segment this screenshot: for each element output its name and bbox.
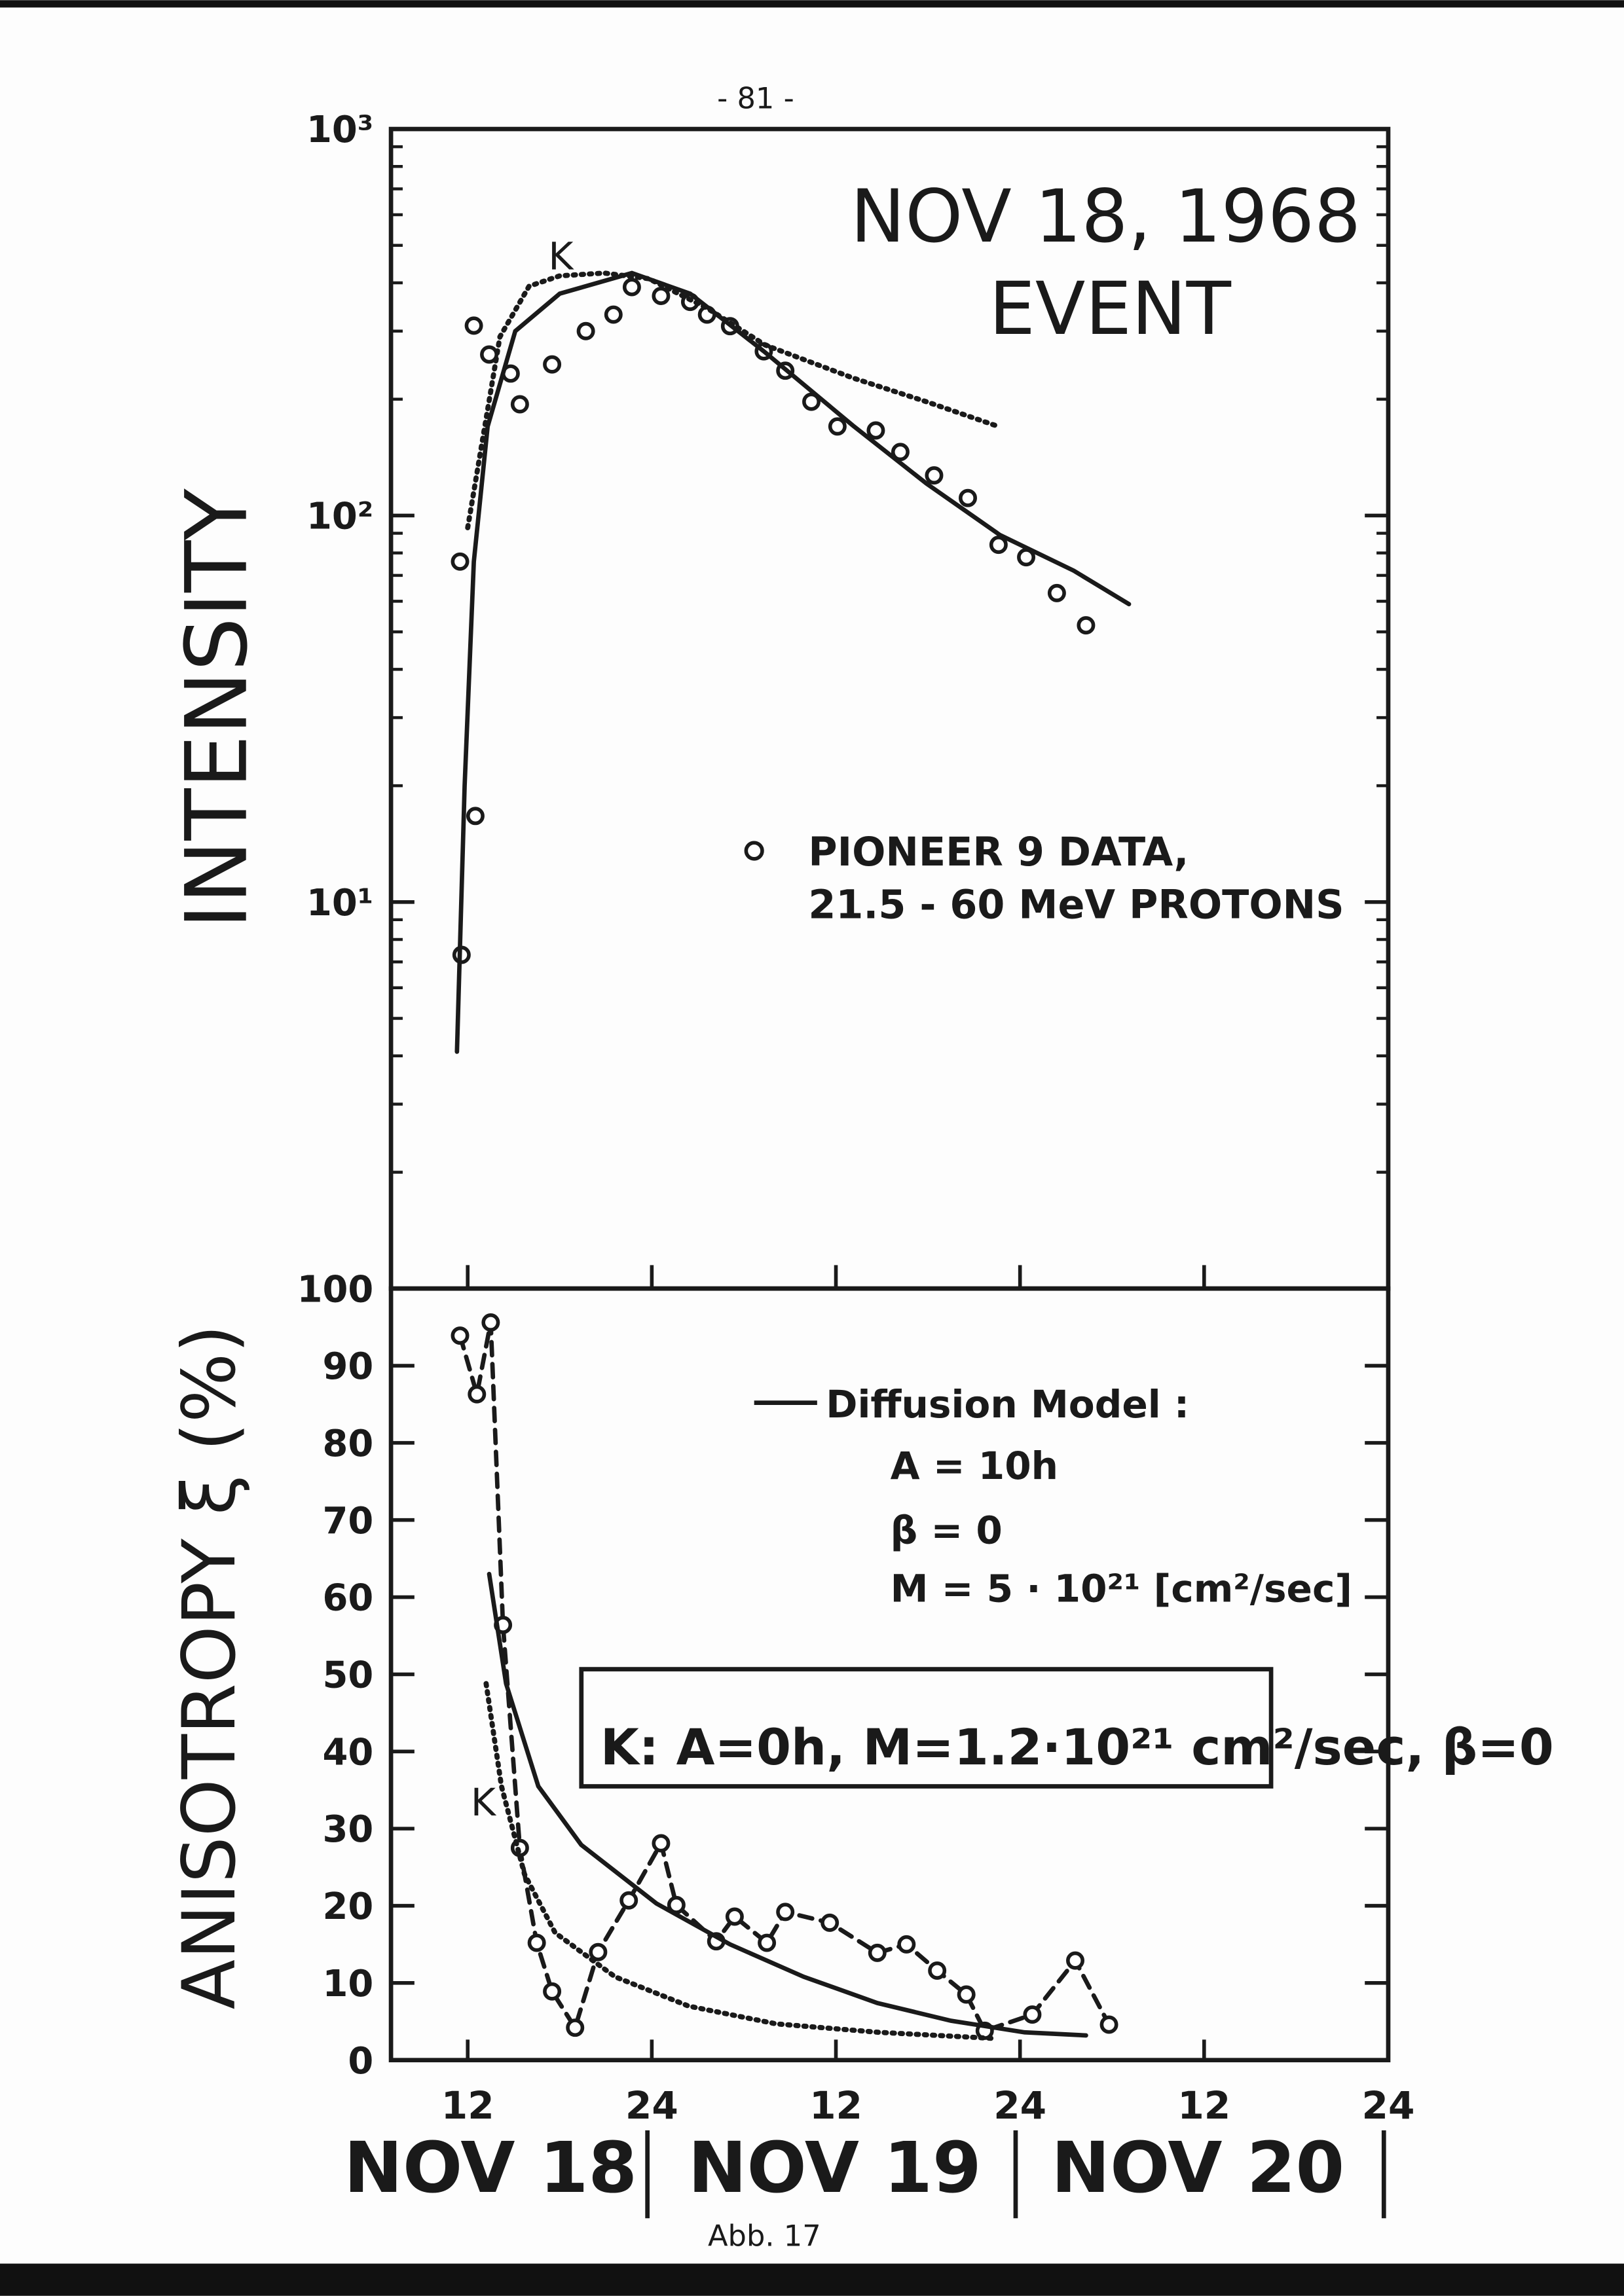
- data-point: [619, 1891, 638, 1910]
- y-tick-label: 10³: [306, 109, 373, 151]
- annotation-box: [579, 1667, 1274, 1789]
- data-point: [527, 1933, 546, 1952]
- series-line: [487, 1571, 1088, 2038]
- annotation: β = 0: [891, 1508, 1003, 1552]
- data-point: [1066, 1951, 1084, 1970]
- day-label: NOV 19: [688, 2127, 982, 2209]
- y-axis-label: INTENSITY: [168, 488, 267, 929]
- y-tick-label: 20: [322, 1886, 373, 1928]
- data-point: [451, 1326, 470, 1345]
- caption: Abb. 17: [708, 2219, 821, 2253]
- series-line: [465, 270, 999, 530]
- data-point: [468, 1385, 487, 1404]
- data-point: [989, 536, 1008, 555]
- y-tick-label: 30: [322, 1808, 373, 1851]
- y-tick-label: 70: [322, 1500, 373, 1542]
- line-label: K: [548, 234, 574, 279]
- data-point: [1023, 2005, 1042, 2024]
- annotation: K: A=0h, M=1.2·10²¹ cm²/sec, β=0: [600, 1718, 1554, 1776]
- y-tick-label: 10: [322, 1963, 373, 2005]
- y-tick-label: 60: [322, 1577, 373, 1620]
- data-point: [543, 1982, 562, 2001]
- data-point: [828, 417, 847, 436]
- data-point: [866, 421, 885, 440]
- data-point: [543, 355, 562, 374]
- data-point: [466, 807, 485, 826]
- scan-edge: [0, 2263, 1624, 2296]
- y-tick-label: 100: [297, 1268, 374, 1311]
- data-point: [464, 316, 483, 335]
- legend-label: Diffusion Model :: [826, 1382, 1189, 1427]
- data-point: [451, 552, 470, 571]
- data-point: [959, 488, 977, 507]
- data-point: [925, 466, 944, 485]
- data-point: [1099, 2015, 1118, 2034]
- data-point: [897, 1935, 916, 1954]
- x-tick-label: 12: [809, 2083, 862, 2128]
- y-tick-label: 10²: [306, 496, 373, 538]
- y-tick-label: 90: [322, 1345, 373, 1388]
- legend-marker: [744, 841, 764, 861]
- data-point: [589, 1942, 608, 1961]
- y-tick-label: 40: [322, 1731, 373, 1774]
- data-point: [891, 443, 910, 462]
- data-point: [652, 287, 671, 305]
- annotation: A = 10h: [891, 1444, 1058, 1488]
- line-label: K: [471, 1780, 497, 1825]
- data-point: [725, 1907, 744, 1926]
- x-tick-label: 24: [1362, 2083, 1415, 2128]
- scan-edge: [0, 0, 1624, 8]
- y-tick-label: 10¹: [306, 882, 373, 924]
- x-tick-label: 12: [441, 2083, 494, 2128]
- data-point: [1077, 616, 1096, 635]
- data-point: [957, 1985, 976, 2004]
- data-point: [821, 1913, 840, 1932]
- day-label: NOV 18: [344, 2127, 637, 2209]
- data-point: [481, 1313, 500, 1332]
- x-tick-label: 24: [993, 2083, 1046, 2128]
- y-tick-label: 80: [322, 1423, 373, 1465]
- data-point: [776, 1903, 795, 1922]
- annotation: M = 5 · 10²¹ [cm²/sec]: [891, 1567, 1352, 1611]
- x-tick-label: 24: [625, 2083, 678, 2128]
- data-point: [510, 395, 529, 414]
- x-tick-label: 12: [1177, 2083, 1230, 2128]
- data-point: [928, 1961, 947, 1980]
- series-line: [483, 1681, 999, 2041]
- data-point: [622, 278, 641, 297]
- y-axis-label: ANISOTROPY ξ (%): [167, 1324, 252, 2009]
- chart-subtitle: EVENT: [989, 266, 1231, 352]
- data-point: [1047, 583, 1066, 602]
- chart-title: NOV 18, 1968: [851, 174, 1361, 259]
- data-point: [576, 321, 595, 340]
- legend-label: PIONEER 9 DATA, 21.5 - 60 MeV PROTONS: [808, 829, 1344, 928]
- page-number: - 81 -: [717, 81, 794, 116]
- data-point: [604, 305, 623, 324]
- data-point: [758, 1933, 777, 1952]
- data-point: [868, 1943, 887, 1962]
- data-point: [566, 2018, 585, 2037]
- data-point: [802, 392, 821, 411]
- y-tick-label: 0: [348, 2040, 373, 2083]
- day-label: NOV 20: [1051, 2127, 1344, 2209]
- data-point: [652, 1834, 671, 1853]
- y-tick-label: 50: [322, 1654, 373, 1697]
